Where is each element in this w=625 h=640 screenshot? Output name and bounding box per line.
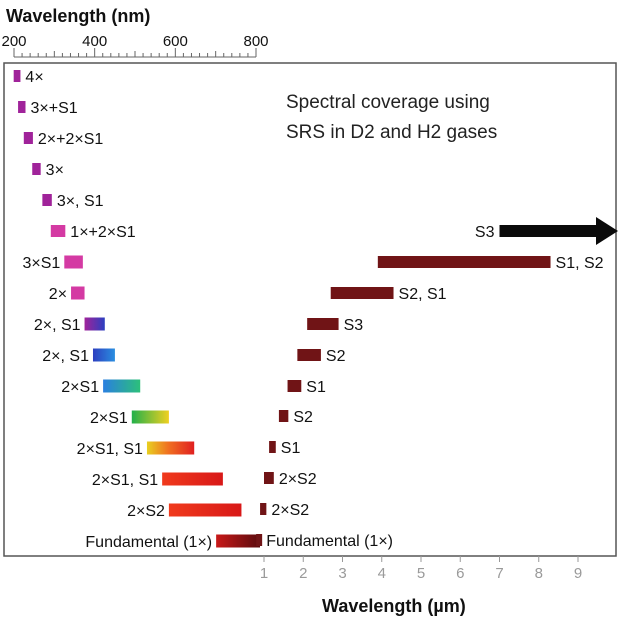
left-bar	[64, 255, 83, 269]
left-bar-label: 2×, S1	[42, 348, 89, 365]
left-bar-label: 2×S1, S1	[92, 472, 158, 489]
right-bar	[269, 441, 276, 453]
bottom-axis-title: Wavelength (µm)	[322, 596, 466, 616]
right-bar-label: S1	[306, 379, 326, 396]
right-bar	[287, 380, 302, 392]
right-bar	[330, 287, 394, 299]
chart-title-line-2: SRS in D2 and H2 gases	[286, 122, 497, 143]
chart-title-line-1: Spectral coverage using	[286, 92, 490, 113]
left-bar	[168, 503, 242, 517]
bottom-tick-label: 5	[417, 565, 425, 582]
left-bar-label: 4×	[25, 69, 43, 86]
right-bar	[256, 534, 263, 546]
bottom-tick-label: 6	[456, 565, 464, 582]
left-bar	[162, 472, 223, 486]
left-bar	[146, 441, 195, 455]
right-bar-arrow-body	[499, 225, 596, 237]
right-bar	[260, 503, 267, 515]
left-series: 4× 3×+S1 2×+2×S1 3× 3×, S1 1×+2×S1 3×S1 2× 2×, S…	[13, 69, 260, 551]
left-bar-label: 1×+2×S1	[70, 224, 135, 241]
top-tick-label: 800	[243, 33, 268, 50]
right-bar-label: S2, S1	[399, 286, 447, 303]
left-bar-label: 2×S1	[90, 410, 128, 427]
left-bar	[18, 101, 26, 113]
right-bar	[297, 349, 321, 361]
left-bar-label: 2×+2×S1	[38, 131, 104, 148]
right-bar-label: Fundamental (1×)	[266, 533, 393, 550]
right-bar-label: S2	[326, 348, 346, 365]
right-bar-label: S3	[344, 317, 364, 334]
bottom-tick-label: 8	[535, 565, 543, 582]
left-bar	[71, 286, 85, 300]
right-bar-label: S1, S2	[556, 255, 604, 272]
right-bar-label: 2×S2	[271, 502, 309, 519]
left-bar-label: 2×S1	[61, 379, 99, 396]
top-tick-label: 600	[163, 33, 188, 50]
left-bar-label: 3×	[46, 162, 64, 179]
left-bar-label: 3×, S1	[57, 193, 104, 210]
right-bar-label: S2	[293, 409, 313, 426]
bottom-tick-label: 7	[495, 565, 503, 582]
left-bar	[92, 348, 115, 362]
left-bar	[84, 317, 105, 331]
top-axis-title: Wavelength (nm)	[6, 6, 150, 26]
right-arrow-head	[596, 217, 618, 245]
bottom-axis-ticks: 1 2 3 4 5 6 7 8 9	[260, 556, 582, 582]
left-bar	[23, 132, 33, 144]
top-tick-label: 400	[82, 33, 107, 50]
bottom-tick-label: 1	[260, 565, 268, 582]
right-bar	[264, 472, 274, 484]
left-bar	[216, 534, 260, 548]
left-bar-label: 2×	[49, 286, 67, 303]
left-bar	[103, 379, 141, 393]
right-bar	[278, 410, 289, 422]
right-bar-label: S1	[281, 440, 301, 457]
bottom-tick-label: 3	[338, 565, 346, 582]
left-bar-label: Fundamental (1×)	[85, 534, 212, 551]
top-axis-ticks: 200 400 600 800	[1, 33, 269, 58]
bottom-tick-label: 4	[378, 565, 386, 582]
right-bar	[377, 256, 551, 268]
bottom-tick-label: 9	[574, 565, 582, 582]
right-bar	[307, 318, 339, 330]
left-bar-label: 3×S1	[22, 255, 60, 272]
left-bar	[42, 194, 52, 206]
left-bar-label: 2×, S1	[34, 317, 81, 334]
bottom-tick-label: 2	[299, 565, 307, 582]
left-bar-label: 2×S1, S1	[77, 441, 143, 458]
left-bar-label: 3×+S1	[30, 100, 77, 117]
left-bar-label: 2×S2	[127, 503, 165, 520]
left-bar	[131, 410, 169, 424]
right-bar-label: 2×S2	[279, 471, 317, 488]
plot-frame	[3, 62, 617, 557]
left-bar	[32, 163, 41, 175]
top-tick-label: 200	[1, 33, 26, 50]
left-bar	[13, 70, 21, 82]
right-bar-label: S3	[475, 224, 495, 241]
left-bar	[50, 225, 66, 237]
